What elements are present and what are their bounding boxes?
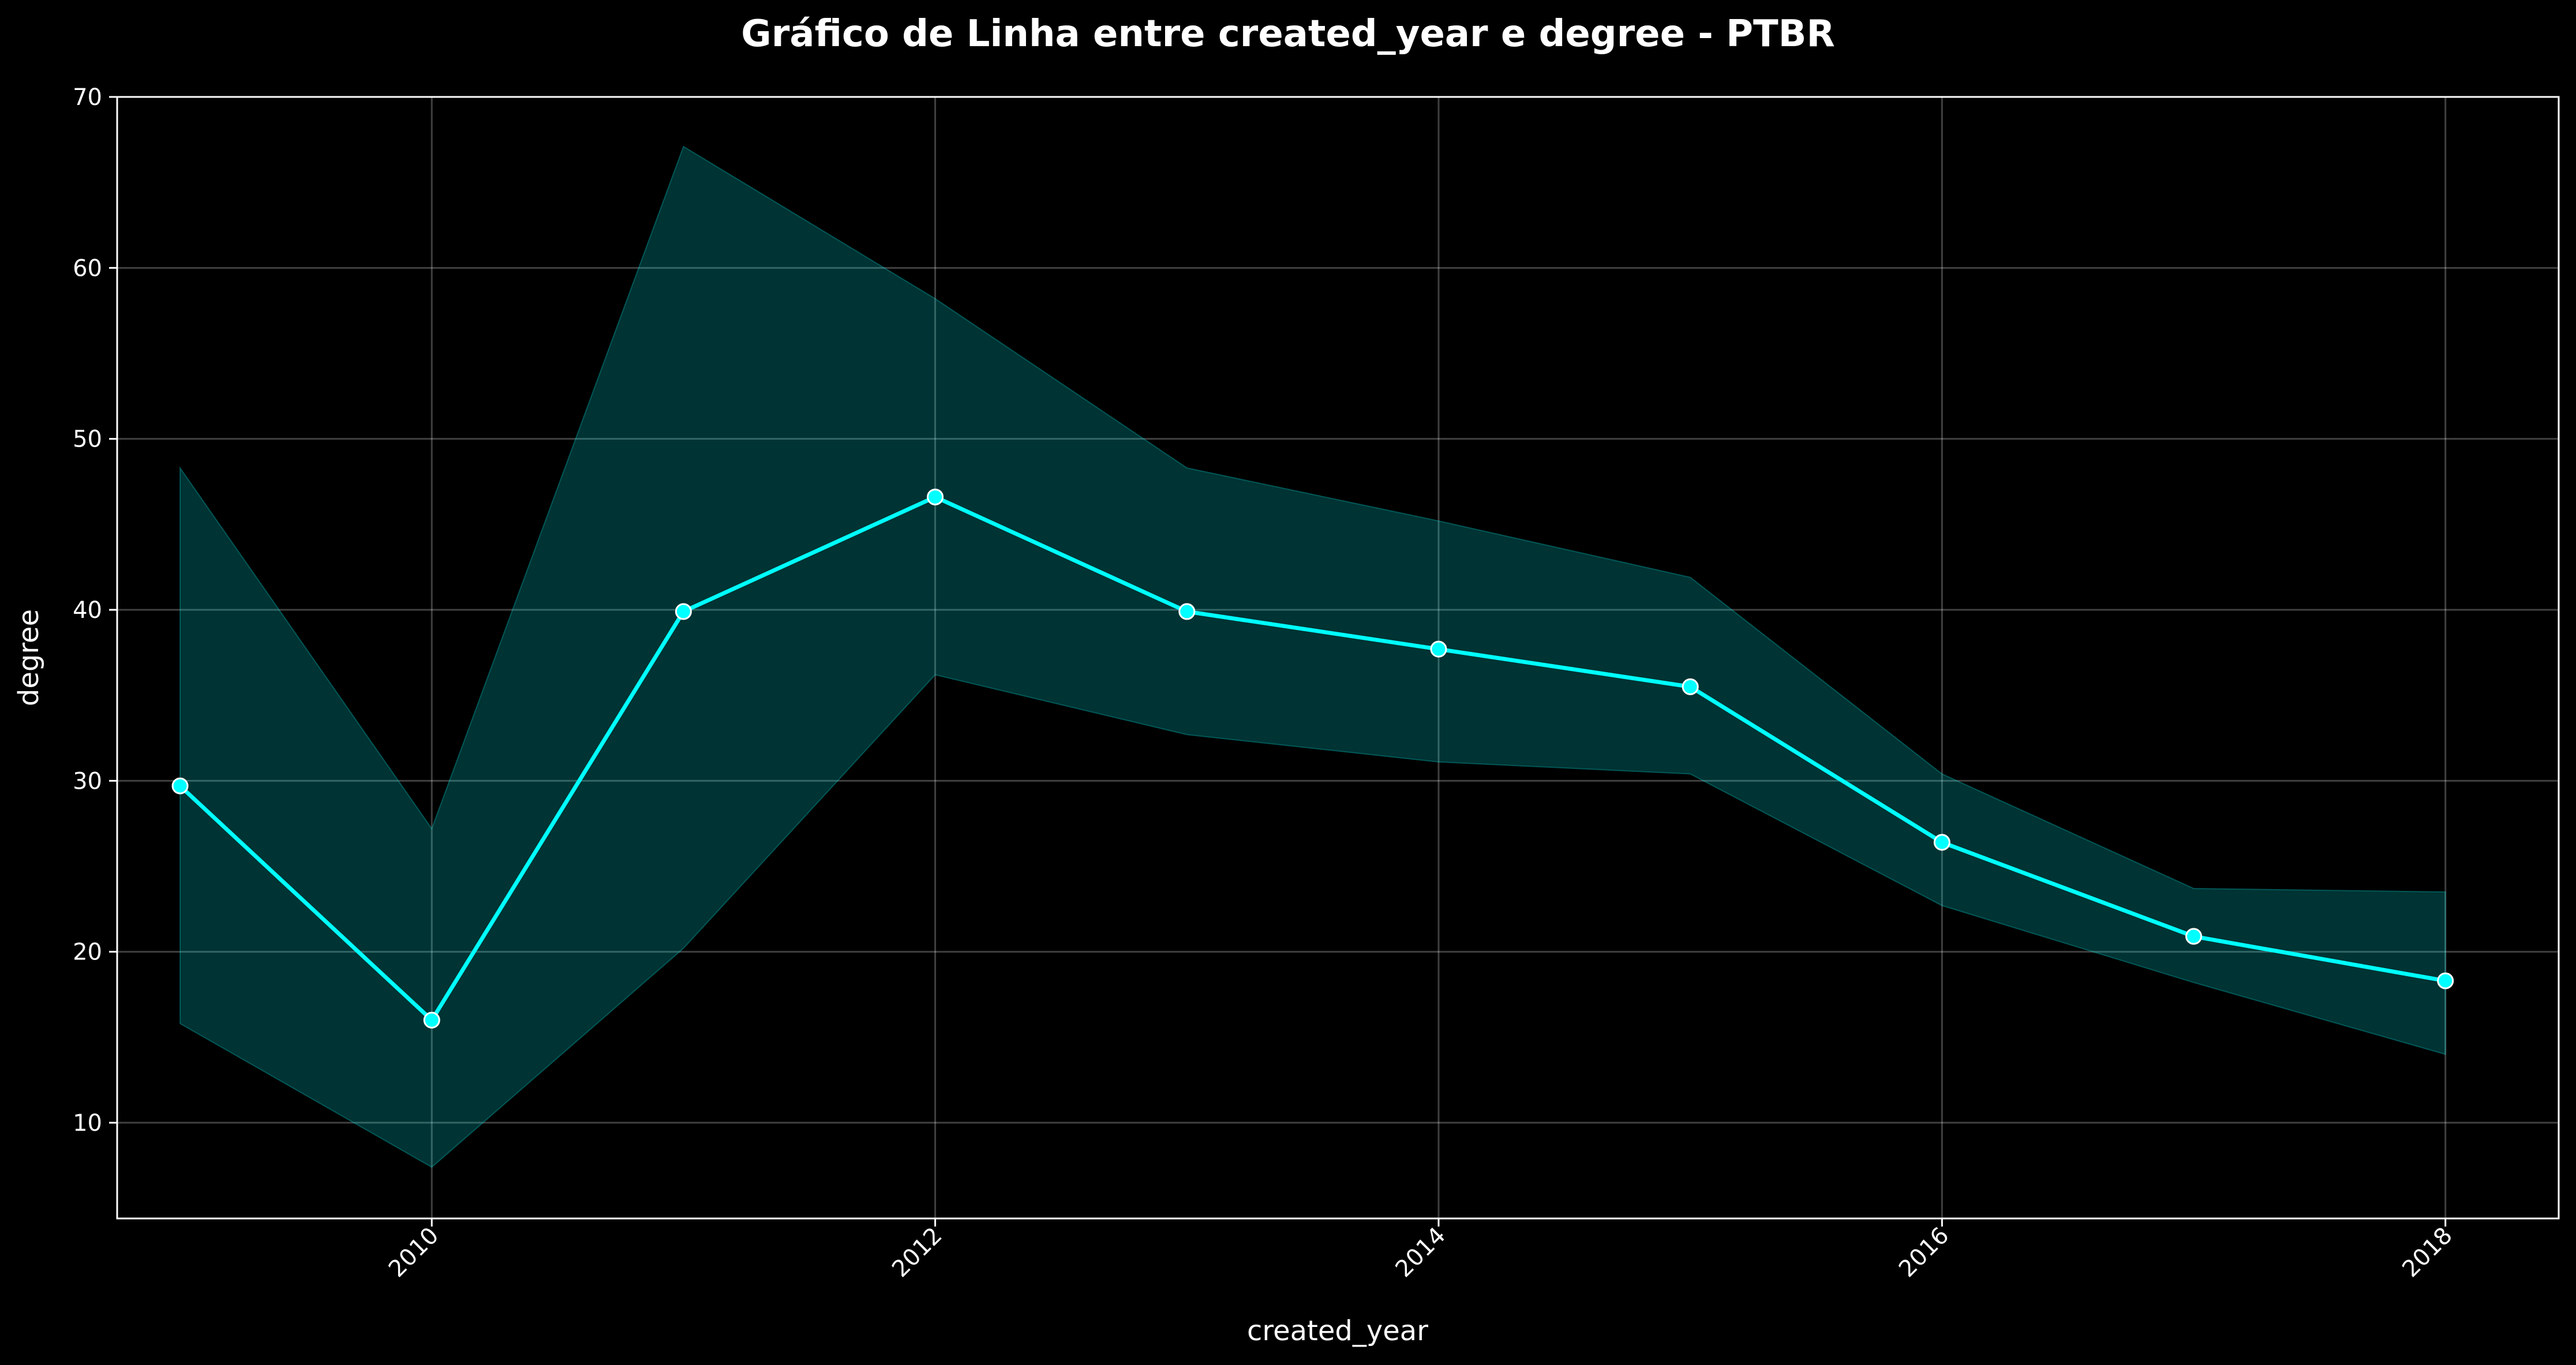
data-point xyxy=(1682,678,1699,695)
y-tick-label: 20 xyxy=(73,939,102,966)
y-axis-label: degree xyxy=(13,609,45,706)
data-point xyxy=(1430,640,1447,658)
confidence-band-area xyxy=(179,145,2446,1168)
data-point xyxy=(1178,603,1196,620)
data-points xyxy=(171,488,2454,1029)
data-point xyxy=(2437,972,2454,989)
y-tick-label: 40 xyxy=(73,597,102,624)
data-point xyxy=(927,488,944,505)
series-line-group xyxy=(178,494,2446,1022)
grid-lines xyxy=(117,96,2559,1218)
y-tick-label: 50 xyxy=(73,426,102,453)
y-tick-label: 10 xyxy=(73,1110,102,1137)
data-point xyxy=(171,777,189,794)
series-line xyxy=(178,494,2446,1022)
confidence-band xyxy=(179,145,2446,1168)
data-point xyxy=(1933,834,1950,851)
y-axis-ticks: 10 20 30 40 50 60 70 xyxy=(73,84,117,1137)
y-tick-label: 30 xyxy=(73,768,102,794)
data-point xyxy=(675,603,692,620)
data-point xyxy=(423,1011,440,1029)
data-point xyxy=(2185,928,2203,945)
y-tick-label: 60 xyxy=(73,255,102,282)
x-axis-label: created_year xyxy=(1247,1315,1428,1347)
plot-frame xyxy=(116,96,2560,1220)
chart-title: Gráfico de Linha entre created_year e de… xyxy=(741,13,1834,55)
y-tick-label: 70 xyxy=(73,84,102,111)
